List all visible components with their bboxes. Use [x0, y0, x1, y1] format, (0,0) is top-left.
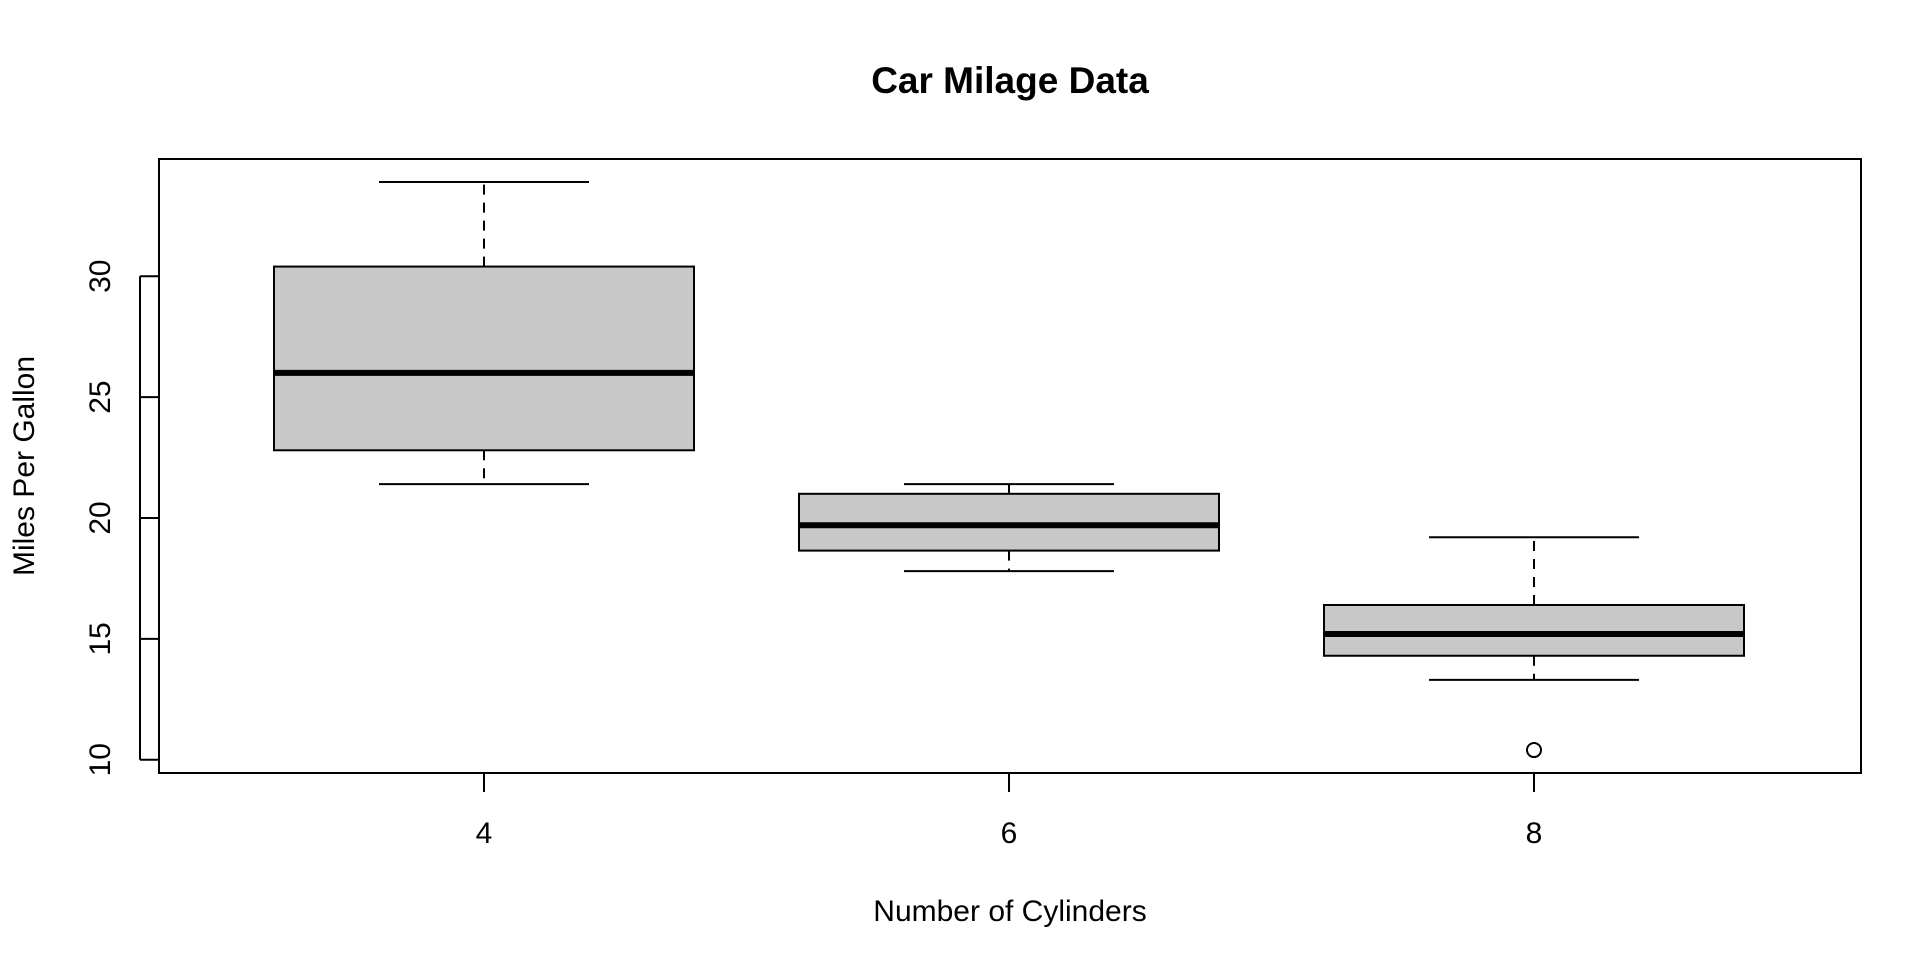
- y-tick-label: 20: [84, 501, 117, 534]
- y-tick-label: 10: [84, 743, 117, 776]
- boxes-layer: [273, 180, 1745, 759]
- y-tick-label: 30: [84, 260, 117, 293]
- box-group-6: [798, 483, 1220, 573]
- iqr-box: [273, 265, 695, 452]
- chart-title: Car Milage Data: [871, 60, 1149, 101]
- box-group-8: [1323, 536, 1745, 759]
- iqr-box: [1323, 603, 1745, 657]
- box-group-4: [273, 180, 695, 486]
- x-tick-label: 8: [1526, 817, 1543, 850]
- y-axis: 10 15 20 25 30: [84, 260, 159, 776]
- x-tick-label: 6: [1001, 817, 1018, 850]
- y-axis-title: Miles Per Gallon: [8, 356, 41, 576]
- outlier-point: [1526, 742, 1542, 759]
- x-tick-label: 4: [476, 817, 493, 850]
- x-axis-title: Number of Cylinders: [873, 895, 1146, 928]
- y-tick-label: 25: [84, 380, 117, 413]
- x-axis: 4 6 8: [476, 772, 1543, 850]
- iqr-box: [798, 492, 1220, 552]
- y-tick-label: 15: [84, 622, 117, 655]
